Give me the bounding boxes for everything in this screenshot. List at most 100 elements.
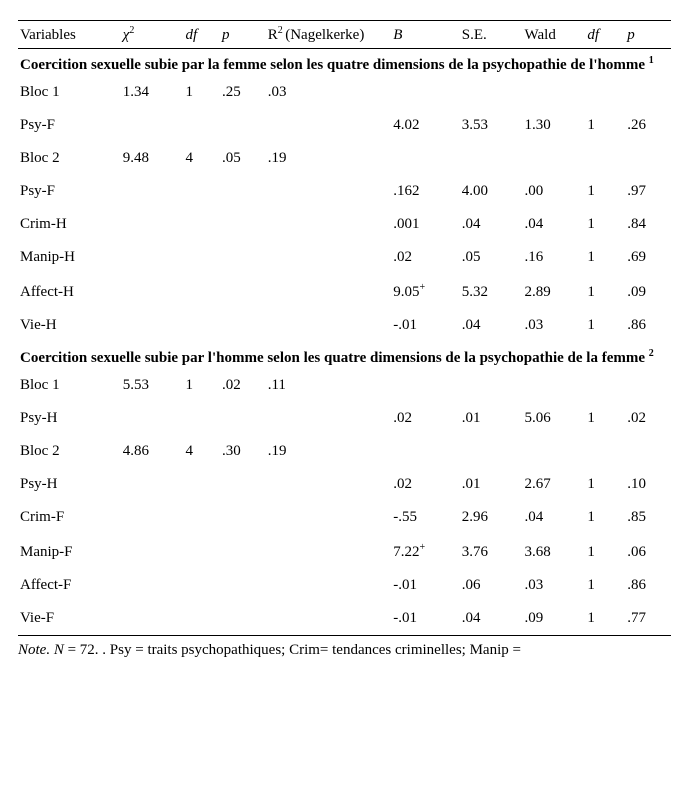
cell-df2: 1 [585, 569, 625, 602]
section-title: Coercition sexuelle subie par la femme s… [18, 49, 671, 77]
cell-B: .001 [391, 208, 459, 241]
cell-SE: .06 [460, 569, 523, 602]
cell-p1 [220, 602, 266, 636]
cell-var: Affect-H [18, 274, 121, 309]
cell-r2 [266, 534, 392, 569]
cell-SE [460, 369, 523, 402]
cell-df2: 1 [585, 109, 625, 142]
cell-p1: .05 [220, 142, 266, 175]
cell-SE [460, 142, 523, 175]
cell-Wald: 3.68 [523, 534, 586, 569]
col-chi2: χ2 [121, 21, 184, 49]
cell-r2 [266, 501, 392, 534]
cell-p2: .69 [625, 241, 671, 274]
cell-df1 [184, 402, 221, 435]
cell-SE: .04 [460, 208, 523, 241]
cell-df2: 1 [585, 241, 625, 274]
table-note: Note. N = 72. . Psy = traits psychopathi… [18, 642, 671, 659]
cell-SE: .04 [460, 602, 523, 636]
col-variables: Variables [18, 21, 121, 49]
cell-chi2: 9.48 [121, 142, 184, 175]
cell-SE: 3.76 [460, 534, 523, 569]
cell-Wald: .03 [523, 309, 586, 342]
cell-r2 [266, 569, 392, 602]
cell-Wald: .04 [523, 208, 586, 241]
cell-r2 [266, 175, 392, 208]
cell-chi2 [121, 109, 184, 142]
cell-p2: .85 [625, 501, 671, 534]
cell-df1 [184, 501, 221, 534]
cell-B: -.01 [391, 569, 459, 602]
cell-var: Psy-H [18, 468, 121, 501]
cell-df1 [184, 109, 221, 142]
cell-r2: .19 [266, 435, 392, 468]
cell-r2 [266, 468, 392, 501]
cell-chi2 [121, 175, 184, 208]
cell-SE: .01 [460, 468, 523, 501]
cell-p1 [220, 501, 266, 534]
cell-p1 [220, 109, 266, 142]
cell-Wald: .00 [523, 175, 586, 208]
cell-Wald: 5.06 [523, 402, 586, 435]
cell-p2: .84 [625, 208, 671, 241]
cell-r2 [266, 402, 392, 435]
cell-chi2 [121, 534, 184, 569]
cell-r2 [266, 274, 392, 309]
cell-df2 [585, 142, 625, 175]
cell-Wald: 2.67 [523, 468, 586, 501]
cell-var: Crim-F [18, 501, 121, 534]
cell-df1: 1 [184, 369, 221, 402]
col-df1: df [184, 21, 221, 49]
cell-var: Psy-F [18, 175, 121, 208]
cell-var: Manip-H [18, 241, 121, 274]
cell-df2: 1 [585, 534, 625, 569]
cell-p2: .06 [625, 534, 671, 569]
cell-p1 [220, 468, 266, 501]
cell-df2: 1 [585, 402, 625, 435]
cell-df2 [585, 369, 625, 402]
cell-chi2 [121, 602, 184, 636]
cell-SE: .04 [460, 309, 523, 342]
cell-p1 [220, 175, 266, 208]
cell-df1: 1 [184, 76, 221, 109]
cell-df1 [184, 569, 221, 602]
cell-chi2 [121, 309, 184, 342]
cell-p1: .02 [220, 369, 266, 402]
cell-B [391, 369, 459, 402]
cell-p2: .97 [625, 175, 671, 208]
cell-p1 [220, 534, 266, 569]
cell-var: Vie-F [18, 602, 121, 636]
col-Wald: Wald [523, 21, 586, 49]
cell-Wald: .04 [523, 501, 586, 534]
cell-chi2 [121, 501, 184, 534]
cell-p2 [625, 369, 671, 402]
cell-SE [460, 435, 523, 468]
cell-var: Bloc 2 [18, 435, 121, 468]
cell-p2: .26 [625, 109, 671, 142]
cell-df2: 1 [585, 309, 625, 342]
cell-chi2 [121, 402, 184, 435]
cell-df1 [184, 175, 221, 208]
cell-var: Bloc 1 [18, 369, 121, 402]
cell-var: Psy-F [18, 109, 121, 142]
cell-p1: .30 [220, 435, 266, 468]
cell-r2 [266, 602, 392, 636]
cell-B: 4.02 [391, 109, 459, 142]
cell-B: .02 [391, 402, 459, 435]
cell-var: Manip-F [18, 534, 121, 569]
cell-df2 [585, 76, 625, 109]
cell-var: Bloc 1 [18, 76, 121, 109]
cell-p1 [220, 208, 266, 241]
cell-df2: 1 [585, 501, 625, 534]
cell-df2: 1 [585, 274, 625, 309]
cell-var: Vie-H [18, 309, 121, 342]
cell-B: .02 [391, 241, 459, 274]
cell-B [391, 76, 459, 109]
cell-SE: 4.00 [460, 175, 523, 208]
cell-p2 [625, 435, 671, 468]
cell-df1 [184, 274, 221, 309]
cell-p2 [625, 76, 671, 109]
cell-p2: .86 [625, 569, 671, 602]
cell-var: Bloc 2 [18, 142, 121, 175]
cell-chi2 [121, 569, 184, 602]
